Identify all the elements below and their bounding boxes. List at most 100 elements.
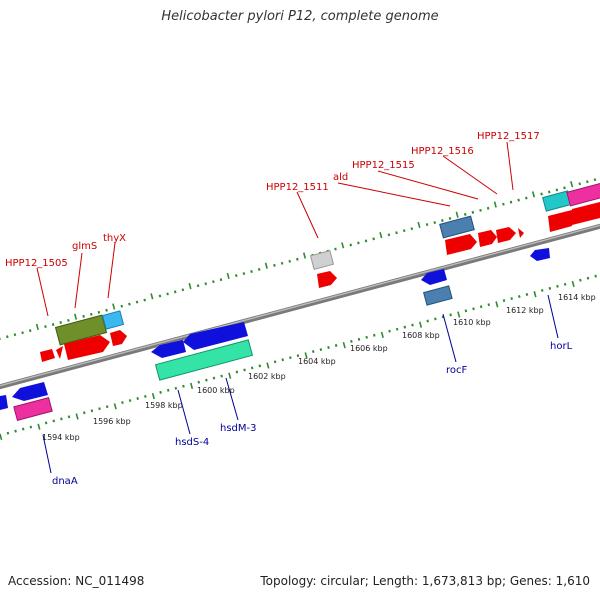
minor-tick bbox=[540, 192, 543, 196]
major-tick bbox=[266, 362, 270, 369]
gene-label-hpp12-1517: HPP12_1517 bbox=[477, 131, 540, 142]
scale-label: 1596 kbp bbox=[93, 417, 131, 426]
gene-label-thyx: thyX bbox=[103, 233, 126, 244]
genome-backbone bbox=[0, 223, 600, 390]
minor-tick bbox=[243, 368, 246, 372]
minor-tick bbox=[510, 297, 513, 301]
minor-tick bbox=[472, 307, 475, 311]
gene-label-hpp12-1515: HPP12_1515 bbox=[352, 160, 415, 171]
minor-tick bbox=[425, 223, 429, 227]
major-tick bbox=[113, 403, 117, 410]
upper-gene-labels: HPP12_1505 glmS thyX HPP12_1511 ald HPP1… bbox=[5, 131, 540, 317]
gene-label-hsdm-3: hsdM-3 bbox=[220, 423, 257, 434]
scale-label: 1598 kbp bbox=[145, 401, 183, 410]
scale-label: 1606 kbp bbox=[350, 344, 388, 353]
major-tick bbox=[188, 283, 192, 290]
minor-tick bbox=[135, 300, 139, 304]
gene-arrow-red bbox=[445, 234, 477, 255]
leader-line bbox=[107, 242, 116, 299]
minor-tick bbox=[98, 407, 101, 411]
minor-tick bbox=[349, 243, 353, 247]
gene-arrow-red bbox=[478, 230, 497, 247]
minor-tick bbox=[288, 259, 291, 263]
minor-tick bbox=[449, 313, 452, 317]
tick-marks bbox=[0, 178, 597, 441]
minor-tick bbox=[395, 327, 399, 331]
gene-arrow-red bbox=[496, 227, 516, 243]
gene-label-hpp12-1505: HPP12_1505 bbox=[5, 258, 68, 269]
minor-tick bbox=[502, 299, 506, 303]
minor-tick bbox=[387, 233, 391, 237]
footer-accession: Accession: NC_011498 bbox=[8, 574, 145, 588]
minor-tick bbox=[579, 278, 582, 282]
major-tick bbox=[531, 191, 536, 198]
minor-tick bbox=[6, 335, 9, 339]
minor-tick bbox=[29, 425, 33, 429]
minor-tick bbox=[411, 323, 414, 327]
minor-tick bbox=[563, 282, 567, 286]
lower-gene-labels: dnaA hsdS-4 hsdM-3 rocF horL bbox=[42, 294, 573, 487]
footer-topology: Topology: circular; Length: 1,673,813 bp… bbox=[260, 574, 590, 588]
minor-tick bbox=[82, 314, 85, 318]
major-tick bbox=[74, 313, 78, 320]
gene-label-hsds-4: hsdS-4 bbox=[175, 437, 209, 448]
minor-tick bbox=[121, 401, 124, 405]
minor-tick bbox=[105, 308, 108, 312]
scale-label: 1600 kbp bbox=[197, 386, 235, 395]
minor-tick bbox=[479, 208, 482, 212]
major-tick bbox=[493, 201, 497, 208]
gene-arrow-red bbox=[64, 335, 110, 360]
minor-tick bbox=[82, 411, 86, 415]
minor-tick bbox=[273, 360, 277, 364]
gene-box-magenta bbox=[566, 181, 600, 207]
minor-tick bbox=[196, 284, 200, 288]
major-tick bbox=[457, 311, 461, 318]
leader-line bbox=[442, 155, 498, 195]
minor-tick bbox=[250, 270, 253, 273]
minor-tick bbox=[517, 198, 520, 202]
minor-tick bbox=[479, 305, 483, 309]
minor-tick bbox=[441, 219, 444, 222]
major-tick bbox=[228, 372, 232, 379]
leader-line bbox=[225, 377, 239, 421]
minor-tick bbox=[327, 346, 330, 349]
minor-tick bbox=[174, 386, 178, 390]
major-tick bbox=[190, 382, 194, 390]
minor-tick bbox=[273, 263, 276, 267]
minor-tick bbox=[204, 282, 208, 286]
minor-tick bbox=[319, 348, 323, 352]
major-tick bbox=[264, 262, 268, 269]
major-tick bbox=[342, 342, 346, 349]
minor-tick bbox=[410, 227, 414, 231]
gene-arrow-blue bbox=[12, 382, 48, 401]
leader-line bbox=[337, 182, 451, 207]
minor-tick bbox=[90, 409, 94, 413]
minor-tick bbox=[518, 295, 521, 298]
minor-tick bbox=[14, 429, 17, 433]
leader-line bbox=[377, 170, 479, 200]
gene-arrow-red bbox=[548, 210, 572, 232]
major-tick bbox=[571, 280, 575, 288]
gene-arrow-red bbox=[40, 349, 55, 362]
gene-arrow-red bbox=[110, 330, 127, 346]
minor-tick bbox=[402, 229, 406, 233]
minor-tick bbox=[556, 284, 559, 288]
minor-tick bbox=[159, 390, 162, 394]
major-tick bbox=[417, 221, 421, 229]
scale-label: 1602 kbp bbox=[248, 372, 286, 381]
minor-tick bbox=[67, 318, 70, 322]
gene-box-magenta bbox=[13, 396, 53, 422]
minor-tick bbox=[289, 356, 292, 360]
minor-tick bbox=[563, 186, 566, 190]
minor-tick bbox=[219, 278, 223, 282]
minor-tick bbox=[257, 267, 261, 271]
minor-tick bbox=[334, 247, 337, 251]
minor-tick bbox=[67, 415, 71, 419]
minor-tick bbox=[60, 417, 63, 421]
major-tick bbox=[226, 272, 230, 280]
minor-tick bbox=[555, 188, 559, 192]
minor-tick bbox=[128, 399, 132, 403]
scale-label: 1608 kbp bbox=[402, 331, 440, 340]
minor-tick bbox=[586, 180, 589, 184]
